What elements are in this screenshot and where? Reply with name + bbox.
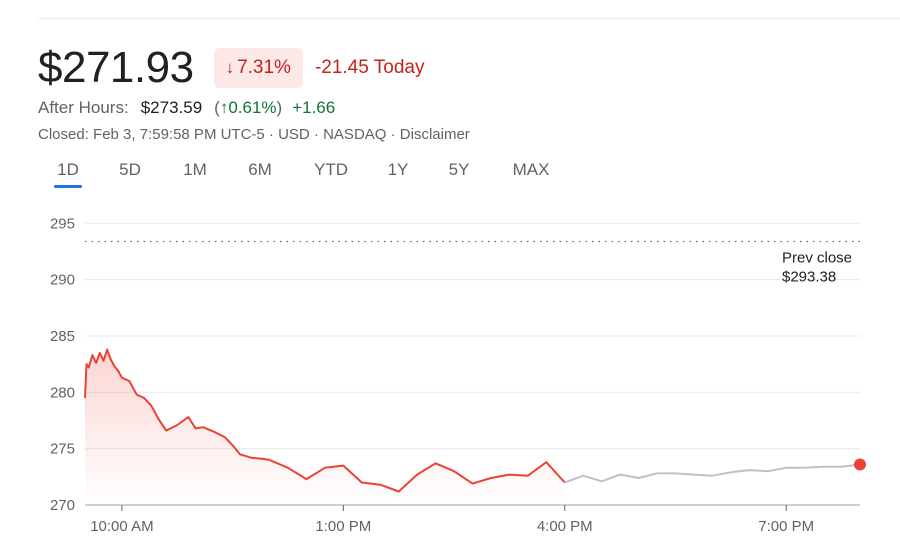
last-price-dot <box>854 458 866 471</box>
active-tab-indicator <box>54 185 82 188</box>
x-tick-label: 1:00 PM <box>315 518 371 535</box>
tab-ytd[interactable]: YTD <box>314 160 348 179</box>
prev-close-value: $293.38 <box>782 269 836 286</box>
x-tick-label: 7:00 PM <box>758 518 814 535</box>
arrow-down-icon: ↓ <box>225 58 235 77</box>
tab-6m[interactable]: 6M <box>248 160 272 179</box>
after-hours-price: $273.59 <box>140 98 203 117</box>
change-percent: 7.31% <box>237 57 291 78</box>
tab-max[interactable]: MAX <box>512 160 550 179</box>
arrow-up-icon: ↑ <box>219 98 229 117</box>
after-hours-percent-value: 0.61% <box>228 98 277 117</box>
tab-5d[interactable]: 5D <box>119 160 141 179</box>
y-tick-label: 295 <box>50 215 75 232</box>
after-hours-label: After Hours: <box>38 98 129 117</box>
tab-5y[interactable]: 5Y <box>448 160 470 179</box>
regular-session-area <box>85 349 565 505</box>
tab-1y[interactable]: 1Y <box>387 160 409 179</box>
y-tick-label: 280 <box>50 384 75 401</box>
y-tick-label: 285 <box>50 328 75 345</box>
prev-close-label: Prev close <box>782 250 852 267</box>
after-hours-change: +1.66 <box>292 98 336 117</box>
after-hours-percent: (↑0.61%) <box>214 98 283 117</box>
price-header: $271.93 ↓ 7.31% -21.45 Today <box>38 40 424 96</box>
after-hours-row: After Hours: $273.59 (↑0.61%) +1.66 <box>38 98 335 118</box>
tab-1m[interactable]: 1M <box>183 160 207 179</box>
top-divider <box>38 18 900 19</box>
change-percent-badge: ↓ 7.31% <box>213 48 303 88</box>
y-tick-label: 290 <box>50 272 75 289</box>
y-tick-label: 275 <box>50 441 75 458</box>
quote-meta: Closed: Feb 3, 7:59:58 PM UTC-5 · USD · … <box>38 126 470 143</box>
regular-session-line <box>84 348 566 493</box>
y-tick-label: 270 <box>50 497 75 514</box>
x-tick-label: 10:00 AM <box>90 518 153 535</box>
tab-1d[interactable]: 1D <box>57 160 79 179</box>
x-tick-label: 4:00 PM <box>537 518 593 535</box>
current-price: $271.93 <box>38 43 194 92</box>
after-hours-line <box>564 463 861 484</box>
change-today: -21.45 Today <box>314 57 425 78</box>
